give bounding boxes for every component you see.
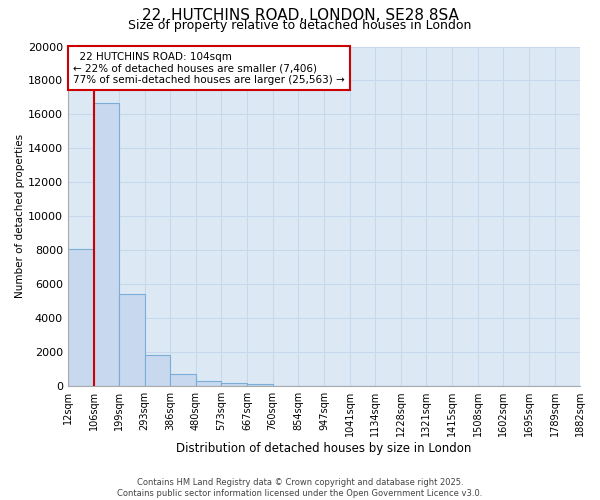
Bar xyxy=(68,248,94,386)
Bar xyxy=(145,354,170,386)
Bar xyxy=(221,382,247,386)
Text: 22, HUTCHINS ROAD, LONDON, SE28 8SA: 22, HUTCHINS ROAD, LONDON, SE28 8SA xyxy=(142,8,458,22)
X-axis label: Distribution of detached houses by size in London: Distribution of detached houses by size … xyxy=(176,442,472,455)
Bar xyxy=(170,374,196,386)
Bar xyxy=(94,102,119,386)
Text: Contains HM Land Registry data © Crown copyright and database right 2025.
Contai: Contains HM Land Registry data © Crown c… xyxy=(118,478,482,498)
Bar xyxy=(196,381,221,386)
Bar xyxy=(119,294,145,386)
Text: 22 HUTCHINS ROAD: 104sqm  
← 22% of detached houses are smaller (7,406)
77% of s: 22 HUTCHINS ROAD: 104sqm ← 22% of detach… xyxy=(73,52,344,85)
Text: Size of property relative to detached houses in London: Size of property relative to detached ho… xyxy=(128,19,472,32)
Y-axis label: Number of detached properties: Number of detached properties xyxy=(15,134,25,298)
Bar xyxy=(247,384,272,386)
